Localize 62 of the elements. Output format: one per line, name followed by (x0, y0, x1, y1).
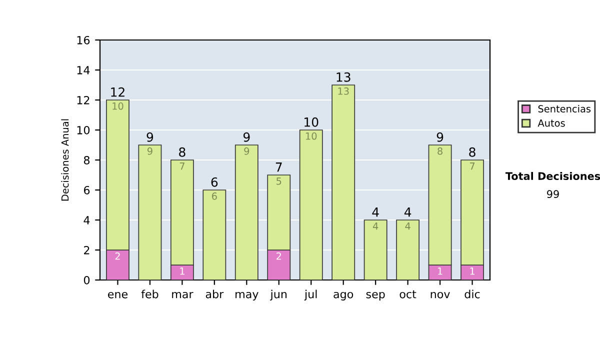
y-axis-title: Decisiones Anual (61, 119, 69, 201)
y-tick-label: 14 (77, 66, 90, 74)
y-tick-label: 4 (84, 216, 90, 224)
total-label: 9 (243, 132, 250, 142)
data-label: 1 (438, 268, 442, 275)
data-label: 13 (338, 87, 349, 95)
data-label: 5 (276, 178, 282, 185)
data-label: 1 (180, 268, 184, 275)
x-tick-label: ago (334, 292, 354, 300)
total-label: 9 (436, 132, 444, 142)
y-tick-label: 16 (77, 36, 90, 44)
data-label: 8 (438, 147, 442, 155)
data-label: 10 (306, 132, 317, 140)
data-label: 4 (405, 222, 410, 230)
text: 99 (547, 190, 559, 198)
total-label: 13 (336, 72, 350, 82)
data-label: 1 (470, 268, 474, 275)
bar (364, 220, 388, 280)
bar (202, 190, 226, 280)
x-tick-label: feb (141, 290, 158, 298)
data-label: 9 (244, 147, 250, 155)
total-label: 12 (111, 87, 124, 97)
x-tick-label: dic (464, 290, 480, 298)
x-tick-label: mar (172, 292, 194, 298)
x-tick-label: jun (270, 290, 287, 300)
y-tick-label: 10 (77, 126, 90, 134)
x-tick-label: sep (366, 292, 385, 300)
total-label: 7 (276, 162, 282, 172)
data-label: 7 (470, 162, 475, 170)
text: Total Decisiones (505, 172, 600, 180)
y-tick-label: 2 (84, 246, 90, 254)
bar (138, 144, 162, 280)
bar (299, 130, 323, 280)
data-label: 4 (372, 222, 378, 230)
y-tick-label: 0 (84, 276, 90, 284)
total-label: 9 (146, 132, 154, 142)
x-tick-label: nov (430, 292, 450, 298)
total-label: 10 (304, 117, 318, 127)
data-label: 2 (276, 252, 282, 260)
data-label: 2 (115, 252, 120, 260)
x-tick-label: abr (206, 290, 224, 298)
total-label: 8 (469, 147, 476, 157)
total-label: 8 (179, 147, 186, 157)
total-label: 4 (372, 208, 379, 217)
y-tick-label: 12 (77, 96, 90, 104)
data-label: 6 (212, 192, 217, 200)
bar (332, 84, 356, 280)
bar (234, 144, 258, 280)
bar (396, 220, 420, 280)
x-tick-label: may (236, 292, 258, 300)
x-tick-label: oct (400, 290, 416, 298)
x-tick-label: ene (108, 292, 128, 298)
x-tick-label: jul (304, 290, 317, 300)
legend-label: Autos (538, 120, 565, 127)
legend-label: Sentencias (538, 104, 591, 112)
data-label: 7 (180, 162, 184, 170)
total-label: 4 (404, 208, 412, 217)
total-label: 6 (211, 177, 218, 187)
y-tick-label: 8 (84, 156, 90, 164)
data-label: 10 (112, 102, 124, 110)
data-label: 9 (147, 147, 152, 155)
y-tick-label: 6 (84, 186, 90, 194)
